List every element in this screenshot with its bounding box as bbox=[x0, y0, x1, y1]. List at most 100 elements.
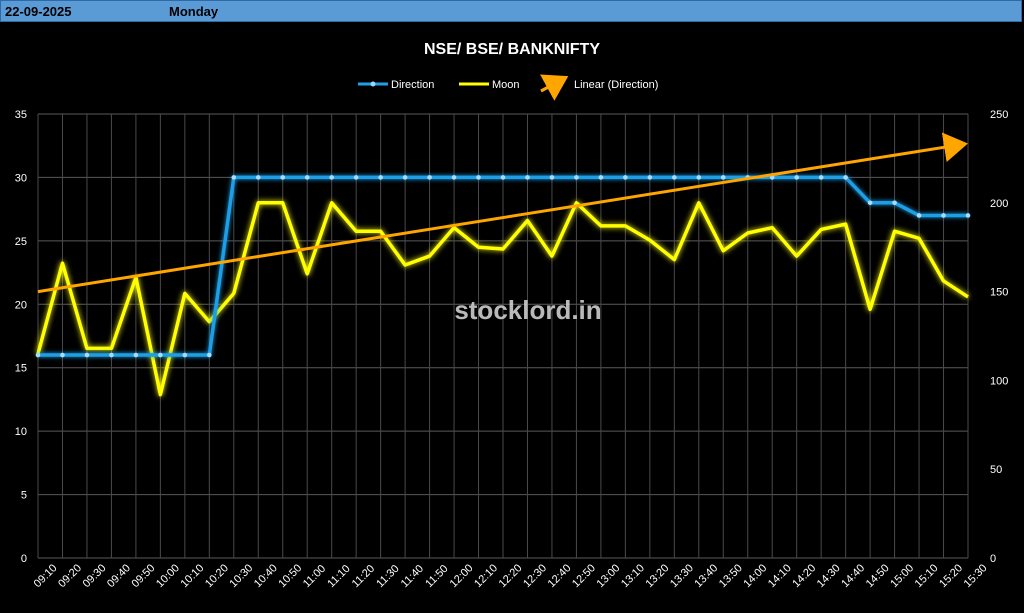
x-tick-label: 11:20 bbox=[350, 563, 377, 590]
chart-area: NSE/ BSE/ BANKNIFTY Direction Moon Linea… bbox=[0, 22, 1024, 608]
x-tick-label: 14:20 bbox=[790, 562, 818, 590]
series-direction-point bbox=[329, 175, 334, 180]
x-tick-label: 10:20 bbox=[203, 562, 231, 590]
series-direction-point bbox=[672, 175, 677, 180]
x-tick-label: 09:10 bbox=[32, 562, 60, 590]
x-tick-label: 15:20 bbox=[937, 562, 965, 590]
y-right-tick-label: 100 bbox=[990, 375, 1008, 387]
x-tick-label: 09:40 bbox=[105, 562, 133, 590]
x-tick-label: 14:50 bbox=[864, 562, 892, 590]
x-tick-label: 10:30 bbox=[227, 562, 255, 590]
x-tick-label: 12:40 bbox=[546, 562, 574, 590]
series-direction-point bbox=[158, 353, 163, 358]
line-chart: NSE/ BSE/ BANKNIFTY Direction Moon Linea… bbox=[0, 22, 1024, 608]
series-direction-point bbox=[60, 353, 65, 358]
y-axis-right: 0 50 100 150 200 250 bbox=[990, 109, 1008, 565]
series-direction-point bbox=[648, 175, 653, 180]
series-direction-point bbox=[819, 175, 824, 180]
x-tick-label: 12:00 bbox=[448, 562, 476, 590]
x-tick-label: 14:10 bbox=[766, 562, 794, 590]
gridlines bbox=[38, 114, 968, 558]
x-tick-label: 10:40 bbox=[252, 562, 280, 590]
x-tick-label: 11:10 bbox=[325, 563, 352, 590]
y-right-tick-label: 150 bbox=[990, 287, 1008, 299]
y-left-tick-label: 10 bbox=[15, 426, 27, 438]
legend-item-moon: Moon bbox=[459, 79, 520, 91]
x-tick-label: 11:40 bbox=[399, 563, 426, 590]
y-axis-left: 0 5 10 15 20 25 30 35 bbox=[15, 109, 27, 565]
x-tick-label: 13:00 bbox=[595, 562, 623, 590]
y-right-tick-label: 250 bbox=[990, 109, 1008, 121]
series-direction-point bbox=[794, 175, 799, 180]
legend-item-trendline: Linear (Direction) bbox=[541, 79, 658, 91]
series-direction-point bbox=[36, 353, 41, 358]
legend: Direction Moon Linear (Direction) bbox=[358, 79, 658, 91]
x-tick-label: 15:30 bbox=[962, 562, 990, 590]
x-tick-label: 10:00 bbox=[154, 562, 182, 590]
series-direction-point bbox=[183, 353, 188, 358]
y-left-tick-label: 30 bbox=[15, 172, 27, 184]
x-tick-label: 09:50 bbox=[130, 562, 158, 590]
x-tick-label: 11:50 bbox=[423, 563, 450, 590]
series-direction-point bbox=[452, 175, 457, 180]
y-left-tick-label: 20 bbox=[15, 299, 27, 311]
x-tick-label: 13:50 bbox=[717, 562, 745, 590]
x-tick-label: 13:20 bbox=[643, 562, 671, 590]
x-axis: 09:1009:2009:3009:4009:5010:0010:1010:20… bbox=[32, 562, 990, 590]
legend-label-direction: Direction bbox=[391, 79, 434, 91]
x-tick-label: 10:10 bbox=[178, 562, 206, 590]
y-left-tick-label: 15 bbox=[15, 363, 27, 375]
series-direction-point bbox=[966, 213, 971, 218]
series-direction-point bbox=[917, 213, 922, 218]
series-direction-point bbox=[599, 175, 604, 180]
x-tick-label: 13:30 bbox=[668, 562, 696, 590]
y-right-tick-label: 200 bbox=[990, 198, 1008, 210]
series-direction-point bbox=[501, 175, 506, 180]
series-direction-point bbox=[305, 175, 310, 180]
legend-label-moon: Moon bbox=[492, 79, 520, 91]
series-direction-point bbox=[378, 175, 383, 180]
x-tick-label: 12:30 bbox=[521, 562, 549, 590]
y-right-tick-label: 50 bbox=[990, 464, 1002, 476]
series-direction-point bbox=[574, 175, 579, 180]
x-tick-label: 14:40 bbox=[839, 562, 867, 590]
series-direction-point bbox=[231, 175, 236, 180]
x-tick-label: 13:40 bbox=[692, 562, 720, 590]
x-tick-label: 10:50 bbox=[276, 562, 304, 590]
x-tick-label: 12:20 bbox=[497, 562, 525, 590]
series-direction-point bbox=[525, 175, 530, 180]
y-right-tick-label: 0 bbox=[990, 553, 996, 565]
x-tick-label: 14:30 bbox=[815, 562, 843, 590]
series-direction-point bbox=[403, 175, 408, 180]
series-direction-point bbox=[721, 175, 726, 180]
series-direction-point bbox=[85, 353, 90, 358]
series-direction-point bbox=[354, 175, 359, 180]
series-direction-point bbox=[941, 213, 946, 218]
legend-label-trendline: Linear (Direction) bbox=[574, 79, 658, 91]
day-label: Monday bbox=[169, 4, 218, 19]
watermark: stocklord.in bbox=[454, 295, 601, 325]
y-left-tick-label: 35 bbox=[15, 109, 27, 121]
series-direction-point bbox=[256, 175, 261, 180]
legend-item-direction: Direction bbox=[358, 79, 434, 91]
chart-title: NSE/ BSE/ BANKNIFTY bbox=[424, 41, 600, 58]
x-tick-label: 11:30 bbox=[374, 563, 401, 590]
x-tick-label: 09:30 bbox=[81, 562, 109, 590]
trendline-arrow bbox=[38, 144, 962, 291]
series-direction-point bbox=[696, 175, 701, 180]
x-tick-label: 09:20 bbox=[56, 562, 84, 590]
y-left-tick-label: 25 bbox=[15, 236, 27, 248]
series-direction-point bbox=[550, 175, 555, 180]
x-tick-label: 13:10 bbox=[619, 562, 647, 590]
x-tick-label: 15:00 bbox=[888, 562, 916, 590]
y-left-tick-label: 5 bbox=[21, 490, 27, 502]
x-tick-label: 11:00 bbox=[301, 563, 328, 590]
series-direction-point bbox=[623, 175, 628, 180]
series-direction-point bbox=[207, 353, 212, 358]
series-direction-point bbox=[427, 175, 432, 180]
x-tick-label: 14:00 bbox=[741, 562, 769, 590]
series-direction-point bbox=[280, 175, 285, 180]
series-direction-point bbox=[476, 175, 481, 180]
x-tick-label: 12:10 bbox=[472, 562, 500, 590]
y-left-tick-label: 0 bbox=[21, 553, 27, 565]
